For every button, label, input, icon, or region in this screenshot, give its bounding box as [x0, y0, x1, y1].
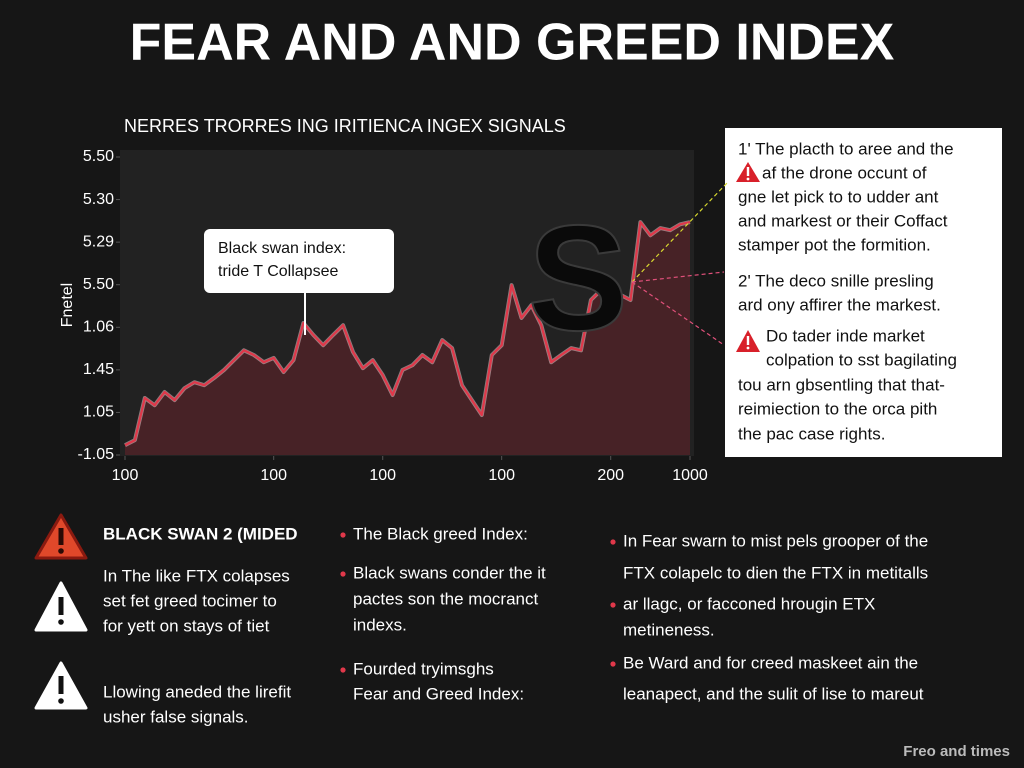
column-text: metineness. — [623, 620, 715, 639]
column-text: In Fear swarn to mist pels grooper of th… — [623, 531, 928, 550]
side-panel — [725, 128, 1002, 457]
plot: 5.50 5.30 5.29 5.50 1.06 1.45 1.05 -1.05 100 100 1… — [78, 148, 708, 484]
connector — [631, 281, 725, 346]
bullet — [340, 532, 346, 538]
column-text: set fet greed tocimer to — [103, 591, 277, 610]
panel-line: and markest or their Coffact — [738, 211, 948, 230]
panel-line: the pac case rights. — [738, 424, 885, 443]
y-tick-label: 1.06 — [83, 319, 114, 336]
callout-text: tride T Collapsee — [218, 263, 338, 280]
x-tick-label: 100 — [112, 467, 139, 484]
y-tick-label: 5.50 — [83, 148, 114, 165]
x-tick-label: 1000 — [672, 467, 708, 484]
column-text: Fear and Greed Index: — [353, 684, 524, 703]
x-tick-label: 100 — [488, 467, 515, 484]
column-heading: BLACK SWAN 2 (MIDED — [103, 524, 298, 543]
column-text: usher false signals. — [103, 707, 249, 726]
y-tick-label: 1.05 — [83, 404, 114, 421]
panel-text: 1' The placth to aree and the af the dron… — [738, 139, 957, 443]
connector — [631, 181, 729, 283]
y-axis-label: Fnetel — [59, 283, 76, 327]
line — [124, 221, 691, 447]
y-tick-label: 5.50 — [83, 276, 114, 293]
panel-line: af the drone occunt of — [762, 163, 927, 182]
panel-line: gne let pick to to udder ant — [738, 187, 939, 206]
column-text: for yett on stays of tiet — [103, 616, 270, 635]
callout-box — [204, 229, 394, 293]
s-glyph: S — [528, 194, 628, 362]
column-text: Black swans conder the it — [353, 563, 546, 582]
bullet — [610, 539, 616, 545]
column-text: Llowing aneded the lirefit — [103, 682, 291, 701]
column-text: In The like FTX colapses — [103, 566, 290, 585]
chart-title: NERRES TRORRES ING IRITIENCA INGEX SIGNA… — [124, 116, 566, 136]
bullet — [340, 667, 346, 673]
panel-line: ard ony affirer the markest. — [738, 295, 941, 314]
bullet — [610, 661, 616, 667]
warning-icon — [34, 661, 88, 710]
y-tick-label: 5.30 — [83, 191, 114, 208]
panel-line: Do tader inde market — [766, 326, 925, 345]
y-tick-label: 1.45 — [83, 361, 114, 378]
panel-line: reimiection to the orca pith — [738, 399, 937, 418]
columns: BLACK SWAN 2 (MIDED In The like FTX colap… — [103, 524, 928, 726]
connector — [631, 271, 725, 283]
callout-text: Black swan index: — [218, 240, 346, 257]
x-tick-label: 100 — [369, 467, 396, 484]
panel-line: 1' The placth to aree and the — [738, 139, 954, 158]
column-text: FTX colapelc to dien the FTX in metitall… — [623, 563, 928, 582]
column-text: Fourded tryimsghs — [353, 659, 494, 678]
column-text: indexs. — [353, 615, 407, 634]
x-tick-label: 100 — [260, 467, 287, 484]
column-text: leanapect, and the sulit of lise to mare… — [623, 684, 924, 703]
warning-icon — [736, 162, 760, 182]
warning-icon — [736, 330, 760, 352]
column-text: The Black greed Index: — [353, 524, 528, 543]
footer: Freo and times — [903, 743, 1010, 760]
warning-icon — [34, 581, 88, 632]
column-text: pactes son the mocranct — [353, 589, 538, 608]
column-text: ar llagc, or facconed hrougin ETX — [623, 594, 875, 613]
column-text: Be Ward and for creed maskeet ain the — [623, 653, 918, 672]
panel-line: 2' The deco snille presling — [738, 271, 934, 290]
bullet — [340, 571, 346, 577]
panel-line: tou arn gbsentling that that- — [738, 375, 945, 394]
x-tick-label: 200 — [597, 467, 624, 484]
y-tick-label: 5.29 — [83, 233, 114, 250]
area — [125, 222, 690, 455]
page-title: FEAR AND AND GREED INDEX — [130, 14, 895, 72]
bullet — [610, 602, 616, 608]
panel-line: colpation to sst bagilating — [766, 350, 957, 369]
panel-line: stamper pot the formition. — [738, 235, 931, 254]
y-tick-label: -1.05 — [78, 446, 115, 463]
warning-icon — [34, 513, 88, 560]
